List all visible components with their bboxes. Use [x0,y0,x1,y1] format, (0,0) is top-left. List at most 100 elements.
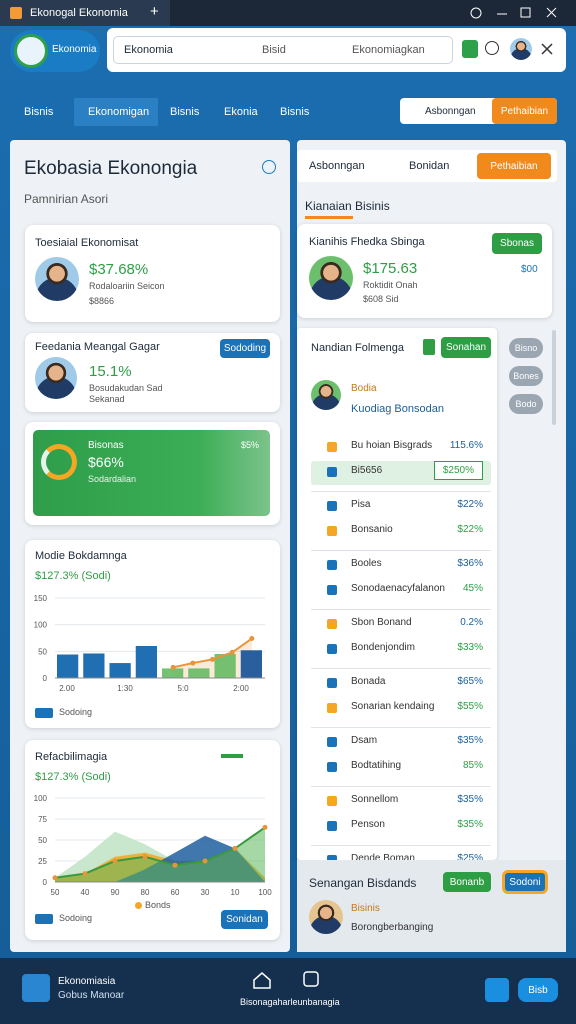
card-button[interactable]: Sbonas [492,233,542,254]
area [55,827,265,882]
bar [162,668,184,678]
footer-button[interactable]: Bisb [518,978,558,1002]
x-tick-label: 10 [231,888,240,897]
bottom-sub: Borongberbanging [351,922,434,933]
nav-action-button[interactable]: Pethaibian [492,98,557,124]
maximize[interactable] [520,7,531,18]
row-icon [327,466,337,477]
avatar [35,257,79,301]
chart-link[interactable]: Sodoing [59,913,93,923]
footer-brand-sub: Gobus Manoar [58,990,125,1001]
y-tick-label: 75 [38,815,47,824]
row-label[interactable]: Bonada [351,676,386,687]
row-label[interactable]: Booles [351,558,382,569]
y-tick-label: 100 [34,794,48,803]
tab-active[interactable]: Pethaibian [477,153,551,179]
row-label[interactable]: Sbon Bonand [351,617,412,628]
row-label[interactable]: Bodtatihing [351,759,402,771]
stat-card: Feedania Meangal Gagar Sododing 15.1% Bo… [25,333,280,412]
sync-icon[interactable] [470,7,482,19]
nav-item[interactable]: Bisnis [280,106,310,118]
footer-brand: Ekonomiasia [58,976,116,987]
bottom-button[interactable]: Sodoni [502,870,548,894]
x-tick-label: 90 [111,888,120,897]
row-label[interactable]: Pisa [351,499,371,510]
row-label[interactable]: Dsam [351,735,378,746]
page-subtitle: Pamnirian Asori [24,192,109,206]
bar [214,654,236,678]
row-icon [327,501,337,511]
side-pill[interactable]: Bisno [509,338,543,358]
logo[interactable]: Ekonomia [10,30,100,72]
chart-button[interactable]: Sonidan [221,910,268,929]
card-line: Sekanad [89,394,125,404]
bar-chart: 0 50 100 150 2.00 1:30 5:0 2:00 [34,594,265,693]
card-line: Roktidit Onah [363,280,418,290]
row-icon [327,761,337,772]
clock-icon[interactable] [485,41,499,55]
row-value: $36% [457,558,483,569]
bar [240,650,262,678]
row-label[interactable]: Sonnellom [351,794,399,805]
row-icon [327,619,337,629]
nav-item[interactable]: Ekonia [224,106,258,118]
bottom-button[interactable]: Bonanb [443,872,491,892]
box-icon[interactable] [303,971,319,987]
row-label[interactable]: Bu hoian Bisgrads [351,440,433,451]
row-divider [311,786,491,787]
card-button[interactable]: Sododing [220,339,270,358]
row-label[interactable]: Penson [351,818,385,830]
user-avatar[interactable] [510,38,532,60]
row-icon [327,643,337,654]
legend-swatch [35,708,53,718]
nav-item[interactable]: Ekonomigan [88,106,150,118]
nav-item[interactable]: Bisnis [24,106,54,118]
row-icon [327,584,337,595]
new-tab[interactable]: + [150,3,159,20]
nav-item[interactable]: Bisnis [170,106,200,118]
info-icon[interactable] [262,160,276,174]
tab-label[interactable]: Bonidan [409,160,450,172]
row-icon [327,737,337,747]
legend-label: Sodoing [59,707,93,717]
banner[interactable]: Bisonas $66% Sodardalian $5% [33,430,270,516]
row-divider [311,668,491,669]
row-icon [327,796,337,806]
row-icon [327,702,337,713]
tab-icon [10,7,22,19]
footer-icons [253,971,319,989]
row-label[interactable]: Bi5656 [351,464,383,476]
tab-label[interactable]: Asbonngan [309,160,365,172]
search-box[interactable]: Ekonomia Bisid Ekonomiagkan [113,36,453,64]
row-label[interactable]: Bonsanio [351,523,393,535]
tab[interactable]: Ekonogal Ekonomia [0,0,170,26]
card-title: Feedania Meangal Gagar [35,341,160,353]
card-value: $175.63 [363,260,418,277]
chart-subtitle: $127.3% (Sodi) [35,570,111,582]
x-tick-label: 100 [258,888,272,897]
window-controls [470,7,557,19]
x-tick-label: 50 [51,888,60,897]
row-label[interactable]: Dende Boman [351,853,415,864]
row-label[interactable]: Bondenjondim [351,641,415,653]
row-value: $65% [457,676,483,687]
row-value: $250% [433,460,483,480]
row-label[interactable]: Sonodaenacyfalanon [351,582,445,594]
bar [57,654,79,678]
side-pill[interactable]: Bones [509,366,543,386]
footer-icon-button[interactable] [485,978,509,1002]
line-point [52,875,58,881]
row-icon [327,678,337,688]
close[interactable] [546,7,557,18]
row-label[interactable]: Sonarian kendaing [351,700,435,712]
status-icon[interactable] [462,40,478,58]
panel-button[interactable]: Sonahan [441,337,491,358]
home-icon[interactable] [253,972,271,989]
panel-subname: Kuodiag Bonsodan [351,403,444,415]
side-pill[interactable]: Bodo [509,394,543,414]
close-icon[interactable] [541,43,553,55]
x-tick-label: 80 [141,888,150,897]
footer-logo[interactable] [22,974,50,1002]
row-value: $22% [457,499,483,510]
card-value: 15.1% [89,363,132,380]
